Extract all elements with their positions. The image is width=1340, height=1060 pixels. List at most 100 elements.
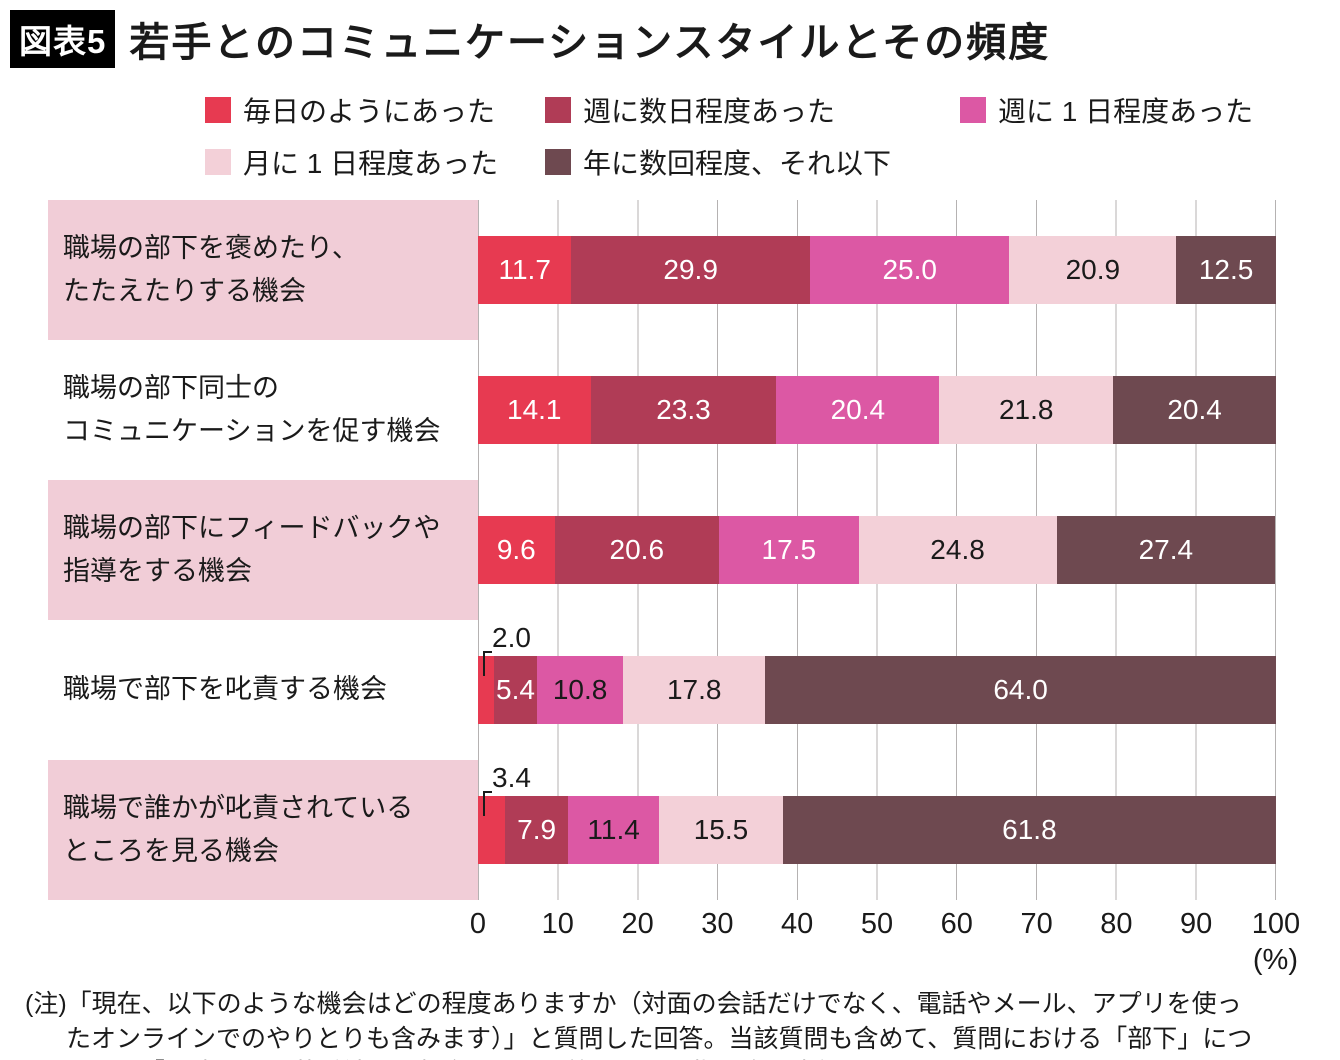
legend-label: 年に数回程度、それ以下 [583, 148, 892, 179]
footnote-line: たオンラインでのやりとりも含みます）」と質問した回答。当該質問も含めて、質問にお… [66, 1024, 1253, 1053]
bar-value-label: 20.4 [830, 394, 886, 425]
bar-value-label: 20.4 [1167, 394, 1222, 425]
bar-value-label: 15.5 [693, 814, 749, 845]
bar-value-label: 21.8 [998, 394, 1054, 425]
bar-value-label: 2.0 [492, 622, 531, 653]
x-axis-unit: (%) [1252, 944, 1298, 976]
footnote-line: (注)「現在、以下のような機会はどの程度ありますか（対面の会話だけでなく、電話や… [25, 990, 1242, 1018]
legend: 毎日のようにあった 週に数日程度あった 週に 1 日程度あった月に 1 日程度あった… [205, 90, 1340, 182]
bar-segment: 20.4 [776, 376, 940, 444]
category-label: 職場で誰かが叱責されている ところを見る機会 [48, 760, 478, 900]
legend-label: 月に 1 日程度あった [243, 148, 499, 179]
bar-value-label: 17.5 [761, 534, 817, 565]
legend-swatch-icon [205, 97, 231, 123]
bar-value-label: 25.0 [882, 254, 937, 285]
legend-label: 週に 1 日程度あった [998, 96, 1254, 127]
bar-segment: 12.5 [1176, 236, 1276, 304]
bar-segment: 29.9 [571, 236, 810, 304]
x-tick-label: 0 [469, 908, 487, 940]
x-tick-label: 100 [1251, 908, 1301, 940]
chart-row: 職場で誰かが叱責されている ところを見る機会 7.9 11.4 15.5 61.8 3.4 [48, 760, 1276, 900]
plot-area: 7.9 11.4 15.5 61.8 3.4 [478, 760, 1276, 900]
bar-segment: 20.6 [554, 516, 719, 584]
x-tick-label: 90 [1180, 908, 1213, 940]
category-label-line: 職場の部下を褒めたり、 [63, 232, 359, 263]
stacked-bar: 9.6 20.6 17.5 24.8 27.4 [478, 516, 1276, 584]
chart-rows: 職場の部下を褒めたり、 たたえたりする機会 11.7 29.9 25.0 20.9 12.5… [48, 200, 1276, 900]
x-tick-label: 10 [541, 908, 574, 940]
category-label-line: 指導をする機会 [63, 556, 252, 586]
chart-row: 職場の部下にフィードバックや 指導をする機会 9.6 20.6 17.5 24.8 27.4 [48, 480, 1276, 620]
stacked-bar-chart: 職場の部下を褒めたり、 たたえたりする機会 11.7 29.9 25.0 20.9 12.5… [48, 200, 1300, 977]
bar-segment: 17.8 [623, 656, 766, 724]
bar-value-label: 14.1 [507, 394, 562, 425]
bar-value-label: 29.9 [663, 254, 718, 285]
plot-area: 5.4 10.8 17.8 64.0 2.0 [478, 620, 1276, 760]
legend-swatch-icon [545, 97, 571, 123]
bar-segment: 27.4 [1056, 516, 1276, 584]
footnote-line: いては「29歳以下の若手社員を想定して」回答するよう指示文を表記している。 [25, 1056, 1310, 1060]
legend-swatch-icon [960, 97, 986, 123]
page-title: 若手とのコミュニケーションスタイルとその頻度 [129, 21, 1051, 65]
bar-segment: 20.9 [1009, 236, 1177, 304]
bar-value-label: 11.4 [587, 814, 640, 845]
figure-tag: 図表5 [10, 10, 116, 68]
bar-value-label: 27.4 [1138, 534, 1194, 565]
x-tick-label: 60 [940, 908, 973, 940]
x-tick-label: 30 [701, 908, 734, 940]
bar-segment: 23.3 [590, 376, 777, 444]
bar-segment: 21.8 [939, 376, 1114, 444]
legend-item: 週に数日程度あった [545, 90, 960, 130]
bar-segment [478, 796, 506, 864]
bar-value-label: 12.5 [1198, 254, 1254, 285]
x-tick-label: 70 [1020, 908, 1053, 940]
bar-segment [478, 656, 494, 724]
chart-row: 職場の部下を褒めたり、 たたえたりする機会 11.7 29.9 25.0 20.9 12.5 [48, 200, 1276, 340]
bar-segment: 5.4 [493, 656, 538, 724]
category-label-line: たたえたりする機会 [63, 276, 306, 306]
legend-item: 毎日のようにあった [205, 90, 545, 130]
stacked-bar: 7.9 11.4 15.5 61.8 [478, 796, 1276, 864]
callout-line [483, 791, 492, 816]
category-label-line: 職場で部下を叱責する機会 [63, 674, 387, 705]
bar-segment: 14.1 [478, 376, 591, 444]
plot-area: 11.7 29.9 25.0 20.9 12.5 [478, 200, 1276, 340]
bar-segment: 15.5 [659, 796, 783, 864]
stacked-bar: 11.7 29.9 25.0 20.9 12.5 [478, 236, 1276, 304]
category-label: 職場の部下を褒めたり、 たたえたりする機会 [48, 200, 478, 340]
legend-label: 週に数日程度あった [583, 96, 836, 127]
legend-label: 毎日のようにあった [243, 96, 496, 127]
bar-segment: 7.9 [505, 796, 569, 864]
bar-value-label: 23.3 [656, 394, 711, 425]
bar-segment: 9.6 [478, 516, 555, 584]
bar-segment: 25.0 [809, 236, 1010, 304]
category-label-line: 職場の部下同士の [63, 372, 279, 403]
x-tick-label: 80 [1100, 908, 1133, 940]
x-axis: 0 10 20 30 40 50 60 70 80 90 100 [48, 900, 1300, 944]
category-label-line: 職場の部下にフィードバックや [63, 512, 441, 543]
bar-segment: 10.8 [537, 656, 624, 724]
bar-value-label: 5.4 [496, 674, 535, 705]
legend-item: 月に 1 日程度あった [205, 142, 545, 182]
stacked-bar: 5.4 10.8 17.8 64.0 [478, 656, 1276, 724]
bar-segment: 61.8 [782, 796, 1276, 864]
bar-value-label: 9.6 [496, 534, 536, 565]
bar-value-label: 17.8 [666, 674, 722, 705]
bar-value-label: 61.8 [1002, 814, 1057, 845]
x-tick-label: 50 [860, 908, 894, 940]
bar-value-label: 20.9 [1065, 254, 1121, 285]
bar-value-label: 7.9 [517, 814, 557, 845]
x-tick-label: 20 [621, 908, 654, 940]
bar-value-label: 11.7 [498, 254, 551, 285]
bar-segment: 20.4 [1113, 376, 1276, 444]
legend-swatch-icon [545, 149, 571, 175]
bar-value-label: 10.8 [552, 674, 608, 705]
legend-swatch-icon [205, 149, 231, 175]
bar-value-label: 64.0 [993, 674, 1048, 705]
x-axis-ticks: 0 10 20 30 40 50 60 70 80 90 100 [470, 900, 1300, 944]
bar-segment: 11.7 [478, 236, 572, 304]
bar-value-label: 3.4 [492, 762, 531, 793]
bar-value-label: 24.8 [930, 534, 985, 565]
category-label: 職場で部下を叱責する機会 [48, 620, 478, 760]
chart-header: 図表5 若手とのコミュニケーションスタイルとその頻度 [10, 10, 1340, 68]
